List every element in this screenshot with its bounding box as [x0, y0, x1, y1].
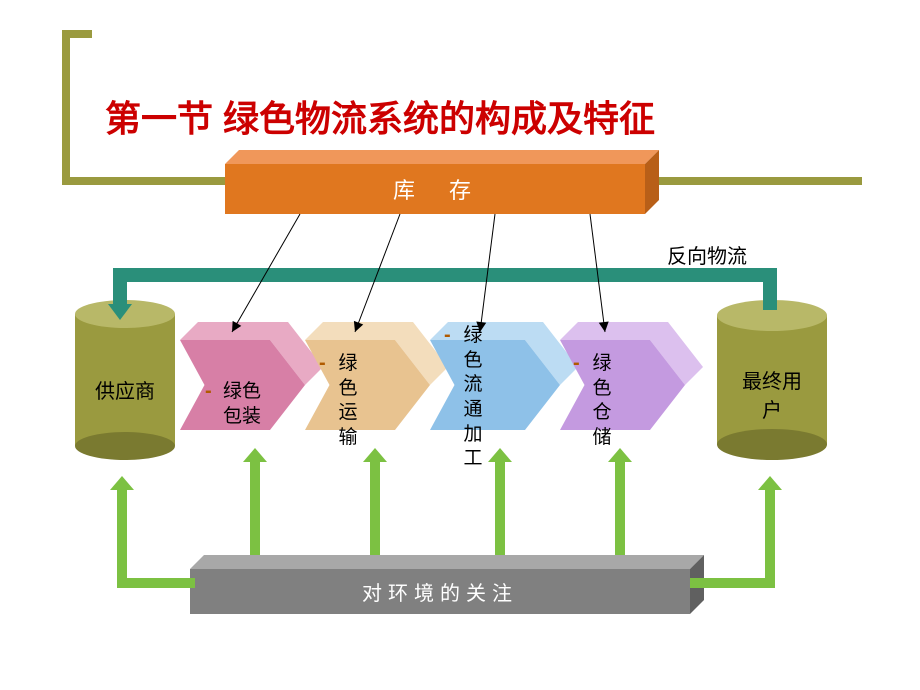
inventory-label: 库 存 [225, 164, 645, 214]
inventory-box: 库 存 [225, 150, 659, 214]
section-title: 第一节 绿色物流系统的构成及特征 [105, 90, 655, 142]
environment-label: 对环境的关注 [190, 569, 690, 614]
bullet-icon: - [573, 352, 580, 375]
chevron-label-1: 绿色运输 [337, 352, 359, 451]
chevron-label-0: 绿色包装 [223, 380, 261, 429]
supplier-label: 供应商 [70, 375, 180, 404]
reverse-flow-label: 反向物流 [667, 240, 747, 269]
chevron-label-2: 绿色流通加工 [462, 324, 484, 472]
bullet-icon: - [319, 352, 326, 375]
bullet-icon: - [444, 324, 451, 347]
chevron-label-3: 绿色仓储 [591, 352, 613, 451]
bullet-icon: - [205, 380, 212, 403]
enduser-label: 最终用户 [732, 365, 812, 423]
environment-box: 对环境的关注 [190, 555, 704, 614]
